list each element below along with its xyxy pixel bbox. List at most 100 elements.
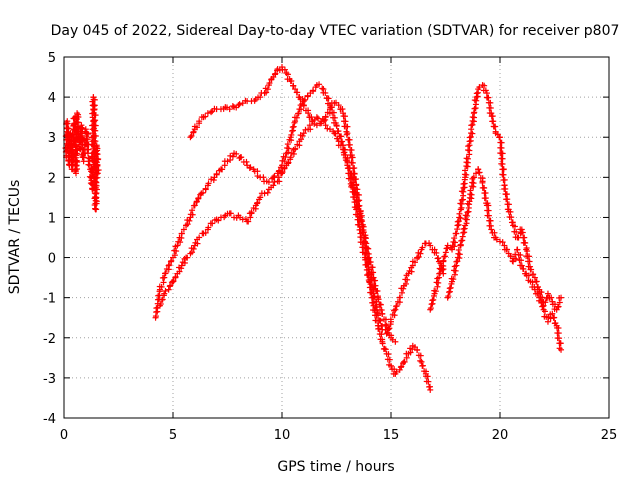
data-point [94, 156, 101, 163]
data-points [62, 64, 565, 393]
data-point [549, 310, 556, 317]
x-tick-label: 15 [383, 428, 400, 443]
y-tick-label: -2 [43, 332, 56, 347]
data-point [227, 152, 234, 159]
data-point [254, 173, 261, 180]
data-point [161, 274, 168, 281]
data-point [347, 170, 354, 177]
data-point [538, 289, 545, 296]
data-point [417, 250, 424, 257]
data-point [460, 226, 467, 233]
data-point [369, 299, 376, 306]
data-point [92, 138, 99, 145]
data-point [270, 174, 277, 181]
data-point [90, 106, 97, 113]
data-point [91, 106, 98, 113]
data-point [213, 171, 220, 178]
data-point [236, 101, 243, 108]
data-point [558, 346, 565, 353]
data-point [92, 127, 99, 134]
data-point [208, 109, 215, 116]
data-point [520, 234, 527, 241]
data-point [243, 158, 250, 165]
data-point [485, 202, 492, 209]
data-point [499, 150, 506, 157]
data-point [499, 155, 506, 162]
data-point [171, 252, 178, 259]
data-point [282, 154, 289, 161]
data-point [193, 124, 200, 131]
data-point [358, 216, 365, 223]
data-point [482, 87, 489, 94]
data-point [159, 296, 166, 303]
data-point [468, 191, 475, 198]
y-tick-label: -3 [43, 372, 56, 387]
data-point [365, 245, 372, 252]
data-point [378, 323, 385, 330]
data-point [162, 270, 169, 277]
y-axis-label: SDTVAR / TECUs [7, 180, 23, 295]
data-point [432, 288, 439, 295]
data-point [288, 131, 295, 138]
data-point [224, 158, 231, 165]
data-point [306, 122, 313, 129]
data-point [257, 94, 264, 101]
data-point [435, 279, 442, 286]
data-point [180, 226, 187, 233]
data-point [82, 126, 89, 133]
data-point [354, 186, 361, 193]
data-point [508, 219, 515, 226]
data-point [202, 113, 209, 120]
data-point [471, 105, 478, 112]
data-point [64, 125, 71, 132]
data-point [184, 254, 191, 261]
data-point [92, 122, 99, 129]
data-point [361, 234, 368, 241]
data-point [502, 191, 509, 198]
data-point [505, 201, 512, 208]
data-point [458, 197, 465, 204]
data-point [487, 104, 494, 111]
data-point [305, 110, 312, 117]
data-point [512, 255, 519, 262]
data-point [193, 199, 200, 206]
data-point [397, 364, 404, 371]
data-point [507, 253, 514, 260]
data-point [460, 181, 467, 188]
data-point [544, 290, 551, 297]
y-tick-label: 5 [48, 51, 56, 66]
data-point [439, 266, 446, 273]
data-point [219, 166, 226, 173]
data-point [469, 175, 476, 182]
data-point [417, 357, 424, 364]
data-point [92, 133, 99, 140]
data-point [332, 130, 339, 137]
data-point [247, 164, 254, 171]
data-point [293, 114, 300, 121]
data-point [196, 118, 203, 125]
data-point [537, 298, 544, 305]
data-point [383, 322, 390, 329]
data-point [284, 149, 291, 156]
data-point [285, 160, 292, 167]
data-point [467, 187, 474, 194]
data-point [526, 258, 533, 265]
data-point [454, 218, 461, 225]
data-point [404, 276, 411, 283]
data-point [451, 243, 458, 250]
data-point [382, 346, 389, 353]
y-tick-label: -1 [43, 292, 56, 307]
data-point [94, 150, 101, 157]
data-point [411, 259, 418, 266]
data-point [397, 294, 404, 301]
data-point [534, 290, 541, 297]
data-point [325, 95, 332, 102]
data-point [88, 177, 95, 184]
x-tick-label: 25 [601, 428, 618, 443]
data-point [456, 251, 463, 258]
data-point [451, 271, 458, 278]
data-point [526, 253, 533, 260]
data-point [556, 345, 563, 352]
data-point [553, 306, 560, 313]
data-point [281, 66, 288, 73]
